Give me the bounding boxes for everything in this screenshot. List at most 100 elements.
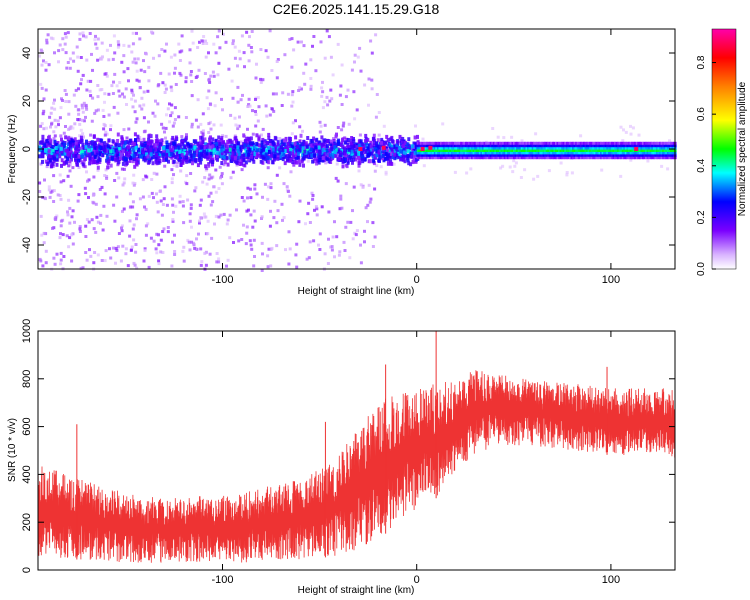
spectrogram-line-cell <box>620 141 623 145</box>
spectrogram-line-cell <box>444 144 447 148</box>
spectrogram-speckle <box>261 195 264 199</box>
spectrogram-band-cell <box>392 144 396 149</box>
spectrogram-line-cell <box>488 153 491 157</box>
spectrogram-band-cell <box>255 133 259 138</box>
spectrogram-speckle <box>213 104 217 108</box>
spectrogram-line-cell <box>604 144 607 148</box>
spectrogram-band-cell <box>245 136 249 141</box>
spectrogram-line-cell <box>564 146 567 150</box>
spectrogram-line-cell <box>584 149 587 152</box>
spectrogram-speckle <box>152 171 156 175</box>
spectrogram-line-cell <box>586 156 589 160</box>
spectrogram-speckle <box>52 200 56 203</box>
spectrogram-line-cell <box>649 153 652 157</box>
y-tick-label: 1000 <box>21 319 33 343</box>
spectrogram-speckle <box>295 265 299 269</box>
spectrogram-line-cell <box>562 141 565 145</box>
spectrogram-speckle <box>240 168 244 172</box>
spectrogram-speckle <box>165 42 168 46</box>
spectrogram-band-cell <box>221 146 225 151</box>
spectrogram-band-cell <box>371 148 375 153</box>
spectrogram-line-cell <box>662 156 665 160</box>
spectrogram-band-cell <box>208 155 212 160</box>
spectrogram-band-cell <box>127 148 131 153</box>
spectrogram-line-cell <box>475 146 478 150</box>
spectrogram-band-cell <box>340 148 344 153</box>
spectrogram-band-cell <box>67 146 71 151</box>
spectrogram-line-cell <box>635 153 638 157</box>
spectrogram-line-cell <box>505 144 508 148</box>
spectrogram-speckle <box>90 119 94 123</box>
spectrogram-speckle <box>68 221 72 225</box>
spectrogram-line-cell <box>671 151 674 155</box>
spectrogram-speckle <box>68 126 72 130</box>
spectrogram-speckle <box>103 192 107 196</box>
spectrogram-speckle <box>270 107 274 111</box>
spectrogram-band-cell <box>346 144 350 149</box>
spectrogram-speckle <box>297 220 301 224</box>
spectrogram-line-cell <box>576 149 579 152</box>
spectrogram-band-cell <box>243 143 247 148</box>
spectrogram-band-cell <box>218 151 222 156</box>
spectrogram-speckle <box>198 203 202 207</box>
spectrogram-line-cell <box>516 153 519 157</box>
spectrogram-band-cell <box>330 147 334 152</box>
spectrogram-line-cell <box>429 156 432 160</box>
spectrogram-line-cell <box>654 156 657 160</box>
spectrogram-speckle <box>359 243 362 247</box>
spectrogram-band-cell <box>226 149 230 154</box>
spectrogram-speckle <box>132 238 136 242</box>
spectrogram-band-cell <box>372 158 376 163</box>
spectrogram-speckle <box>39 214 43 218</box>
spectrogram-band-cell <box>142 137 146 142</box>
spectrogram-speckle <box>81 31 85 35</box>
spectrogram-band-cell <box>222 140 225 145</box>
spectrogram-band-cell <box>404 144 408 149</box>
spectrogram-speckle <box>163 140 167 144</box>
spectrogram-line-cell <box>668 156 671 160</box>
spectrogram-line-cell <box>455 141 458 145</box>
spectrogram-band-cell <box>281 157 285 162</box>
spectrogram-line-cell <box>596 156 599 160</box>
spectrogram-band-cell <box>191 161 194 166</box>
spectrogram-speckle <box>89 133 93 137</box>
spectrogram-line-cell <box>416 156 419 160</box>
spectrogram-line-cell <box>648 153 651 157</box>
spectrogram-line-cell <box>519 144 522 148</box>
spectrogram-speckle <box>219 213 223 217</box>
spectrogram-band-cell <box>123 141 127 146</box>
spectrogram-speckle <box>107 92 111 96</box>
spectrogram-speckle <box>48 115 52 119</box>
spectrogram-line-cell <box>533 151 536 155</box>
spectrogram-speckle <box>201 39 204 43</box>
spectrogram-band-cell <box>74 142 78 146</box>
spectrogram-speckle <box>71 126 75 130</box>
spectrogram-line-cell <box>480 146 483 150</box>
spectrogram-line-cell <box>468 153 470 157</box>
spectrogram-band-cell <box>215 156 218 161</box>
spectrogram-band-cell <box>116 132 120 137</box>
spectrogram-line-cell <box>567 151 570 155</box>
spectrogram-speckle <box>71 166 75 170</box>
spectrogram-line-cell <box>668 141 671 145</box>
spectrogram-line-cell <box>455 156 458 160</box>
spectrogram-line-cell <box>547 151 550 155</box>
spectrogram-band-cell <box>401 157 405 162</box>
spectrogram-line-cell <box>673 146 676 150</box>
colorbar-label: Normalized spectral amplitude <box>737 81 748 216</box>
spectrogram-line-cell <box>527 151 529 155</box>
spectrogram-band-cell <box>391 155 395 160</box>
spectrogram-band-cell <box>244 160 248 165</box>
y-tick-label: 0 <box>21 567 33 573</box>
spectrogram-band-cell <box>273 135 277 140</box>
spectrogram-line-cell <box>483 146 486 150</box>
spectrogram-speckle <box>285 188 289 192</box>
spectrogram-line-cell <box>494 141 497 145</box>
spectrogram-speckle <box>196 98 200 102</box>
spectrogram-band-cell <box>300 159 304 164</box>
spectrogram-line-cell <box>640 153 643 157</box>
spectrogram-speckle <box>39 82 43 86</box>
spectrogram-speckle <box>335 235 339 239</box>
spectrogram-line-cell <box>502 149 505 152</box>
